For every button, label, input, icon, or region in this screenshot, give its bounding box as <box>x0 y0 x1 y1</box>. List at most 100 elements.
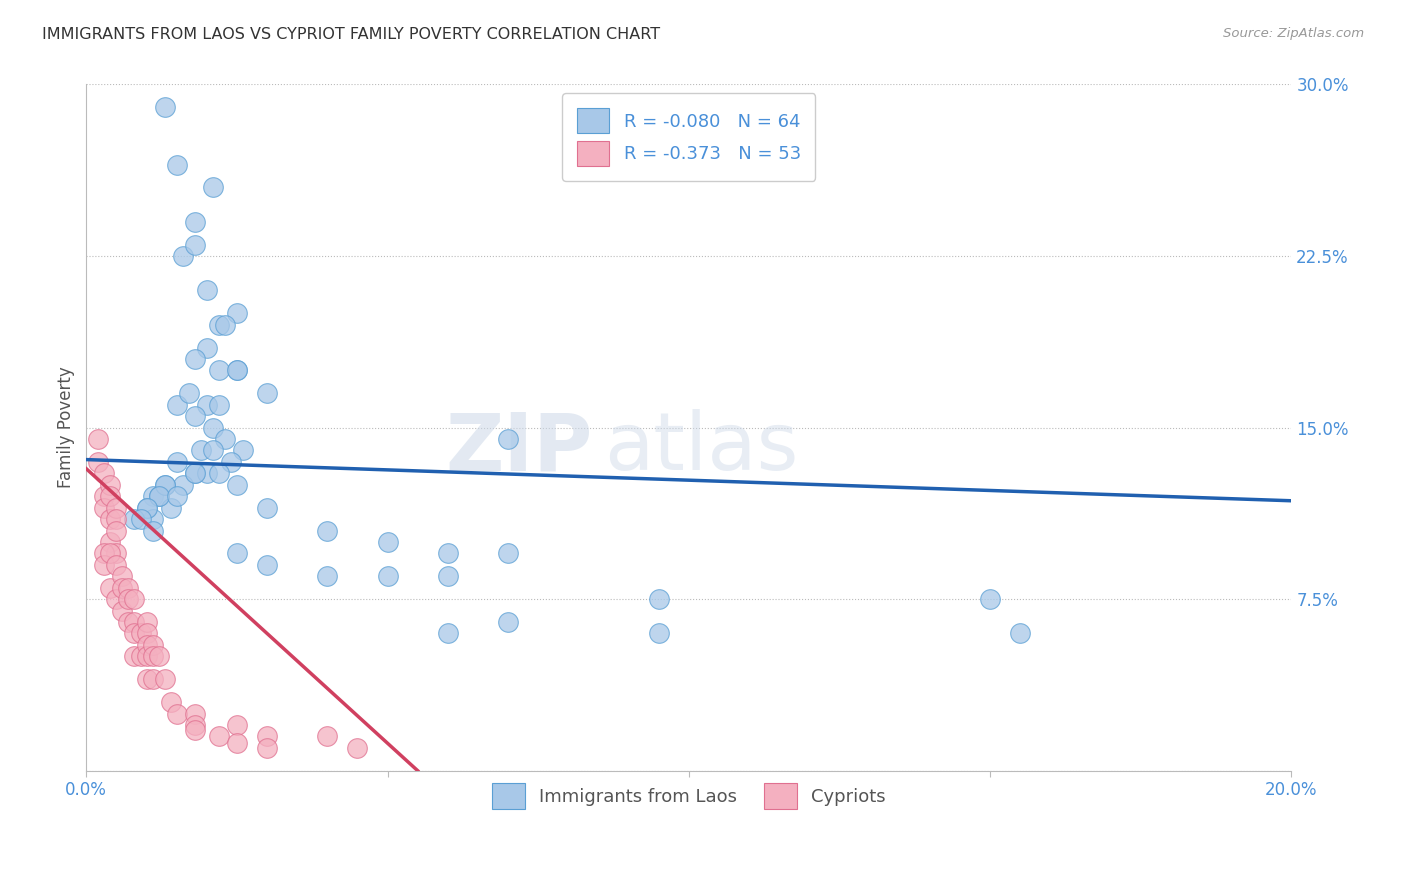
Point <box>105 500 128 515</box>
Point <box>377 569 399 583</box>
Point <box>129 649 152 664</box>
Point <box>195 283 218 297</box>
Point <box>496 615 519 629</box>
Point <box>201 180 224 194</box>
Point <box>226 718 249 732</box>
Text: IMMIGRANTS FROM LAOS VS CYPRIOT FAMILY POVERTY CORRELATION CHART: IMMIGRANTS FROM LAOS VS CYPRIOT FAMILY P… <box>42 27 661 42</box>
Point <box>135 500 157 515</box>
Point <box>316 569 339 583</box>
Point <box>166 157 188 171</box>
Text: atlas: atlas <box>605 409 799 487</box>
Point <box>142 512 165 526</box>
Point <box>436 626 458 640</box>
Point <box>100 546 122 560</box>
Point <box>232 443 254 458</box>
Point <box>124 512 146 526</box>
Point <box>148 649 170 664</box>
Point <box>135 672 157 686</box>
Point <box>153 477 176 491</box>
Point <box>135 649 157 664</box>
Point <box>93 546 115 560</box>
Point <box>496 432 519 446</box>
Point <box>159 500 181 515</box>
Point <box>208 467 231 481</box>
Point <box>111 581 134 595</box>
Point <box>87 432 110 446</box>
Point <box>124 649 146 664</box>
Point <box>135 615 157 629</box>
Point <box>226 546 249 560</box>
Point <box>256 740 278 755</box>
Legend: Immigrants from Laos, Cypriots: Immigrants from Laos, Cypriots <box>478 769 900 823</box>
Point <box>93 467 115 481</box>
Point <box>148 489 170 503</box>
Point <box>1010 626 1032 640</box>
Point <box>105 512 128 526</box>
Point <box>105 592 128 607</box>
Point <box>184 718 207 732</box>
Point <box>201 443 224 458</box>
Point <box>256 558 278 572</box>
Point <box>184 467 207 481</box>
Point <box>226 363 249 377</box>
Point <box>256 730 278 744</box>
Point <box>226 306 249 320</box>
Point <box>105 524 128 538</box>
Point <box>201 420 224 434</box>
Point <box>135 500 157 515</box>
Point <box>208 318 231 332</box>
Point <box>208 730 231 744</box>
Point <box>124 592 146 607</box>
Point <box>436 569 458 583</box>
Point <box>100 489 122 503</box>
Point <box>142 489 165 503</box>
Point <box>129 626 152 640</box>
Point <box>184 467 207 481</box>
Point <box>256 500 278 515</box>
Point <box>647 626 669 640</box>
Point <box>111 569 134 583</box>
Point <box>208 363 231 377</box>
Point <box>105 546 128 560</box>
Point <box>135 626 157 640</box>
Point <box>148 489 170 503</box>
Point <box>214 318 236 332</box>
Point <box>184 215 207 229</box>
Point <box>190 443 212 458</box>
Point <box>172 477 194 491</box>
Point <box>226 477 249 491</box>
Point <box>979 592 1001 607</box>
Point <box>100 477 122 491</box>
Point <box>111 603 134 617</box>
Point <box>105 558 128 572</box>
Point <box>153 100 176 114</box>
Point <box>184 351 207 366</box>
Point <box>177 386 200 401</box>
Point <box>129 512 152 526</box>
Point <box>496 546 519 560</box>
Point <box>124 626 146 640</box>
Y-axis label: Family Poverty: Family Poverty <box>58 367 75 489</box>
Point <box>166 398 188 412</box>
Point <box>100 535 122 549</box>
Point <box>184 706 207 721</box>
Point <box>117 592 139 607</box>
Point <box>135 638 157 652</box>
Point <box>159 695 181 709</box>
Point <box>100 512 122 526</box>
Point <box>184 723 207 737</box>
Point <box>256 386 278 401</box>
Point <box>195 467 218 481</box>
Point <box>117 615 139 629</box>
Point <box>93 500 115 515</box>
Point <box>316 524 339 538</box>
Point <box>93 558 115 572</box>
Point <box>166 489 188 503</box>
Point <box>166 455 188 469</box>
Point <box>100 581 122 595</box>
Point <box>87 455 110 469</box>
Point <box>436 546 458 560</box>
Point <box>153 477 176 491</box>
Point <box>195 398 218 412</box>
Point <box>142 638 165 652</box>
